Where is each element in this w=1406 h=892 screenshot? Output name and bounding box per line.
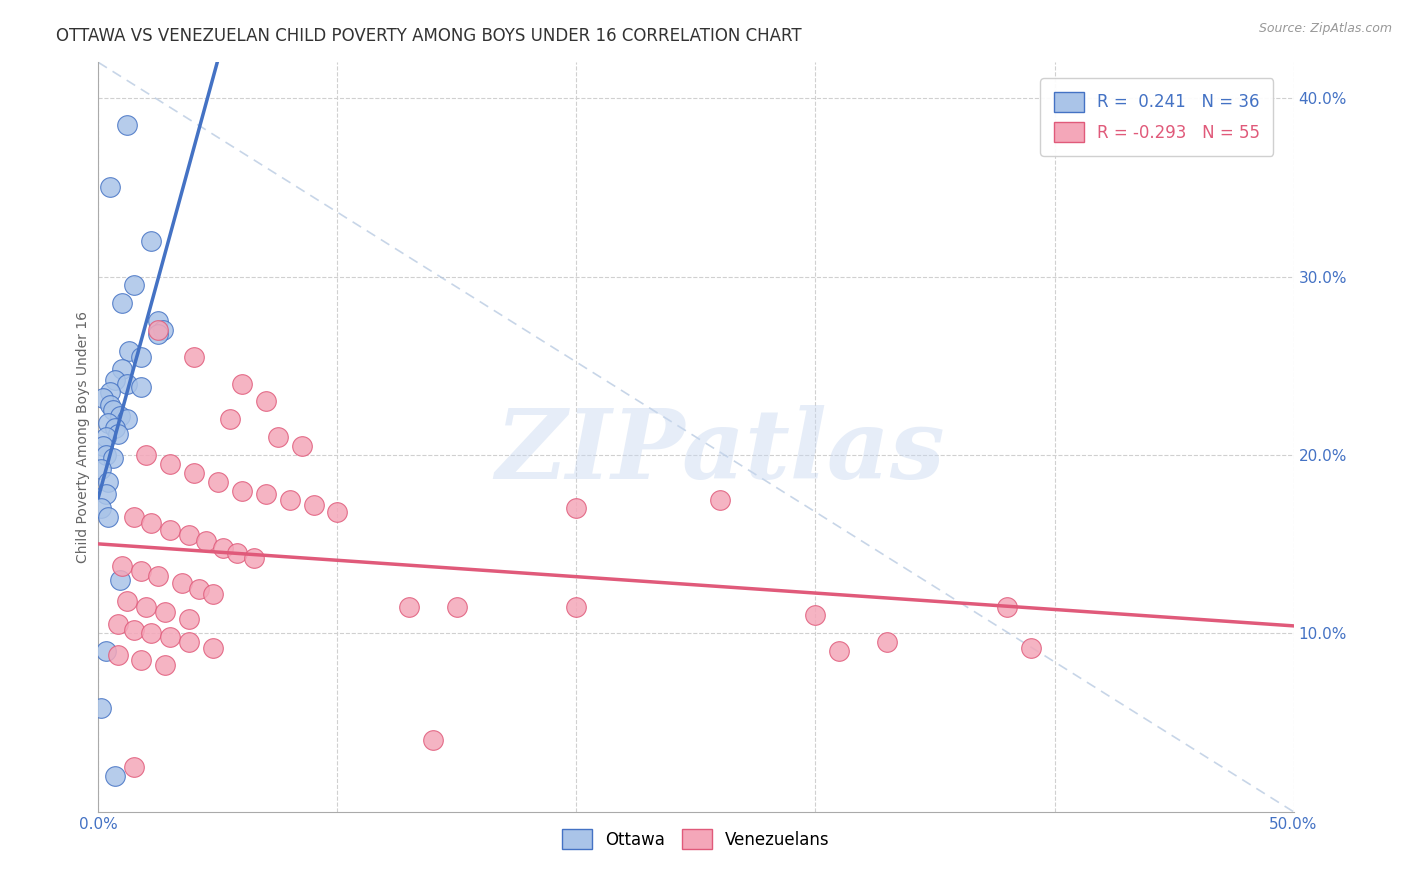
Point bbox=[219, 412, 242, 426]
Point bbox=[131, 380, 153, 394]
Point bbox=[104, 373, 127, 387]
Point bbox=[124, 510, 146, 524]
Point bbox=[107, 617, 129, 632]
Point bbox=[226, 546, 249, 560]
Point bbox=[183, 350, 205, 364]
Point bbox=[101, 403, 124, 417]
Point bbox=[231, 483, 253, 498]
Point bbox=[139, 234, 162, 248]
Y-axis label: Child Poverty Among Boys Under 16: Child Poverty Among Boys Under 16 bbox=[76, 311, 90, 563]
Point bbox=[139, 626, 162, 640]
Point bbox=[94, 487, 117, 501]
Point bbox=[254, 487, 277, 501]
Point bbox=[148, 323, 170, 337]
Point bbox=[111, 362, 134, 376]
Point bbox=[326, 505, 349, 519]
Point bbox=[446, 599, 468, 614]
Point bbox=[195, 533, 218, 548]
Point bbox=[995, 599, 1018, 614]
Point bbox=[148, 314, 170, 328]
Point bbox=[111, 296, 134, 310]
Point bbox=[278, 492, 301, 507]
Point bbox=[172, 576, 194, 591]
Point bbox=[231, 376, 253, 391]
Point bbox=[202, 587, 225, 601]
Point bbox=[302, 498, 325, 512]
Point bbox=[131, 653, 153, 667]
Point bbox=[98, 180, 122, 194]
Point bbox=[94, 448, 117, 462]
Point bbox=[291, 439, 314, 453]
Point bbox=[124, 623, 146, 637]
Point bbox=[159, 630, 181, 644]
Point bbox=[207, 475, 229, 489]
Point bbox=[115, 412, 138, 426]
Point bbox=[91, 391, 114, 405]
Point bbox=[107, 648, 129, 662]
Point bbox=[111, 558, 134, 573]
Point bbox=[94, 430, 117, 444]
Point bbox=[90, 701, 112, 715]
Point bbox=[101, 451, 124, 466]
Point bbox=[94, 644, 117, 658]
Point bbox=[187, 582, 209, 596]
Text: ZIPatlas: ZIPatlas bbox=[495, 405, 945, 499]
Point bbox=[148, 569, 170, 583]
Point bbox=[90, 462, 112, 476]
Point bbox=[139, 516, 162, 530]
Point bbox=[108, 573, 131, 587]
Point bbox=[159, 457, 181, 471]
Point bbox=[159, 523, 181, 537]
Point bbox=[876, 635, 898, 649]
Point bbox=[98, 398, 122, 412]
Point bbox=[104, 421, 127, 435]
Point bbox=[135, 448, 157, 462]
Point bbox=[115, 118, 138, 132]
Point bbox=[179, 528, 201, 542]
Point bbox=[152, 323, 174, 337]
Point bbox=[709, 492, 731, 507]
Point bbox=[1019, 640, 1042, 655]
Point bbox=[155, 605, 177, 619]
Point bbox=[565, 599, 588, 614]
Point bbox=[131, 350, 153, 364]
Point bbox=[243, 551, 266, 566]
Text: OTTAWA VS VENEZUELAN CHILD POVERTY AMONG BOYS UNDER 16 CORRELATION CHART: OTTAWA VS VENEZUELAN CHILD POVERTY AMONG… bbox=[56, 27, 801, 45]
Point bbox=[97, 510, 120, 524]
Point bbox=[202, 640, 225, 655]
Point bbox=[97, 416, 120, 430]
Point bbox=[565, 501, 588, 516]
Point bbox=[183, 466, 205, 480]
Point bbox=[98, 385, 122, 400]
Point bbox=[254, 394, 277, 409]
Point bbox=[90, 501, 112, 516]
Point bbox=[804, 608, 827, 623]
Point bbox=[148, 326, 170, 341]
Point bbox=[115, 594, 138, 608]
Legend: Ottawa, Venezuelans: Ottawa, Venezuelans bbox=[555, 822, 837, 855]
Point bbox=[828, 644, 851, 658]
Point bbox=[135, 599, 157, 614]
Text: Source: ZipAtlas.com: Source: ZipAtlas.com bbox=[1258, 22, 1392, 36]
Point bbox=[104, 769, 127, 783]
Point bbox=[107, 426, 129, 441]
Point bbox=[211, 541, 233, 555]
Point bbox=[422, 733, 444, 747]
Point bbox=[118, 344, 141, 359]
Point bbox=[124, 278, 146, 293]
Point bbox=[155, 658, 177, 673]
Point bbox=[108, 409, 131, 423]
Point bbox=[115, 376, 138, 391]
Point bbox=[91, 439, 114, 453]
Point bbox=[124, 760, 146, 774]
Point bbox=[267, 430, 290, 444]
Point bbox=[398, 599, 420, 614]
Point bbox=[131, 564, 153, 578]
Point bbox=[97, 475, 120, 489]
Point bbox=[179, 612, 201, 626]
Point bbox=[179, 635, 201, 649]
